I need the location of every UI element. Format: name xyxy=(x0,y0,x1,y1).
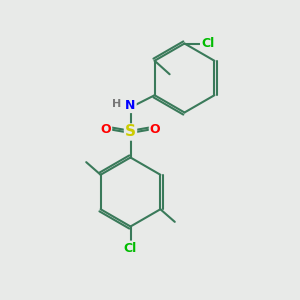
Text: O: O xyxy=(150,123,160,136)
Text: Cl: Cl xyxy=(124,242,137,255)
Text: Cl: Cl xyxy=(201,37,214,50)
Text: N: N xyxy=(125,99,136,112)
Text: H: H xyxy=(112,99,122,109)
Text: O: O xyxy=(100,123,111,136)
Text: S: S xyxy=(125,124,136,140)
